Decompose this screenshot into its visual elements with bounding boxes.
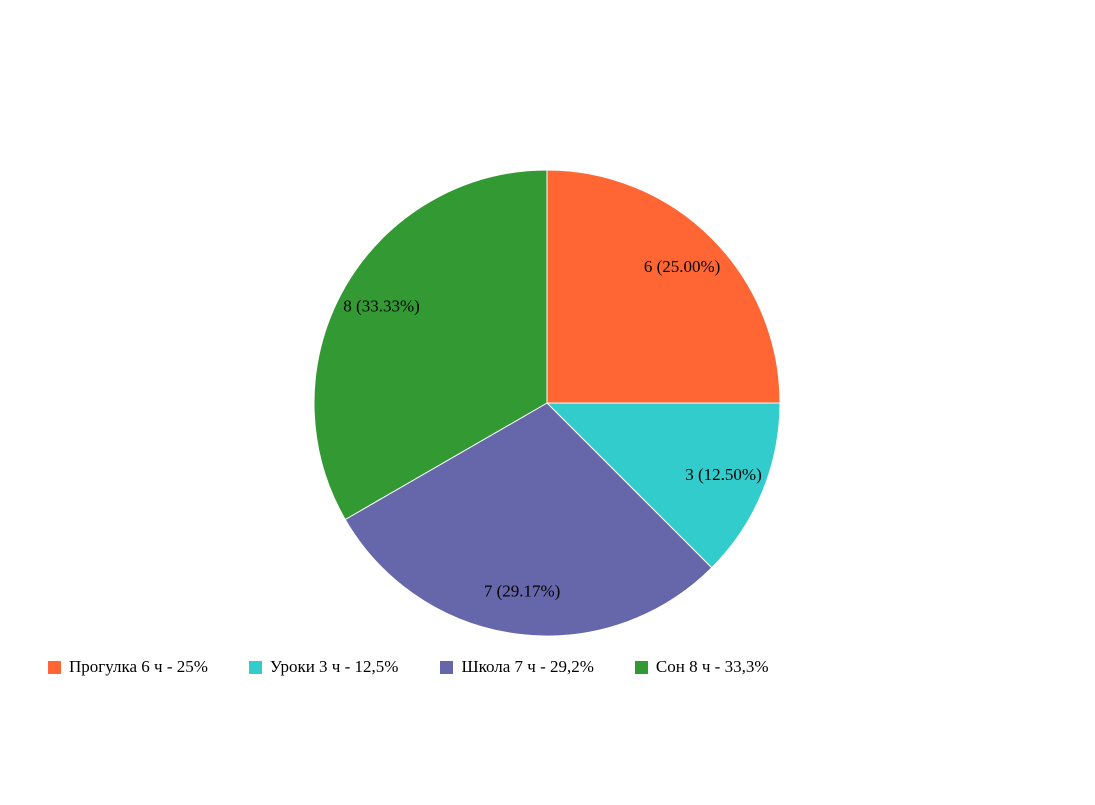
legend-swatch xyxy=(48,660,61,674)
data-label-progulka: 6 (25.00%) xyxy=(644,257,720,276)
slice-son[interactable] xyxy=(313,169,548,521)
pie-slices xyxy=(313,169,781,637)
legend-item-progulka[interactable]: Прогулка 6 ч - 25% xyxy=(48,657,208,677)
legend-label: Школа 7 ч - 29,2% xyxy=(461,657,594,676)
data-label-uroki: 3 (12.50%) xyxy=(685,465,761,484)
legend-label: Прогулка 6 ч - 25% xyxy=(69,657,208,676)
legend-swatch xyxy=(440,660,454,674)
legend-item-shkola[interactable]: Школа 7 ч - 29,2% xyxy=(440,657,594,677)
slice-progulka[interactable] xyxy=(546,169,781,404)
legend-swatch xyxy=(634,660,648,674)
slice-uroki[interactable] xyxy=(545,402,781,569)
legend: Прогулка 6 ч - 25% Уроки 3 ч - 12,5% Шко… xyxy=(48,657,809,677)
legend-item-uroki[interactable]: Уроки 3 ч - 12,5% xyxy=(248,657,399,677)
pie-data-labels: 6 (25.00%) 3 (12.50%) 7 (29.17%) 8 (33.3… xyxy=(343,257,761,601)
slice-shkola[interactable] xyxy=(344,402,713,637)
legend-swatch xyxy=(248,660,262,674)
data-label-son: 8 (33.33%) xyxy=(343,296,419,315)
legend-label: Уроки 3 ч - 12,5% xyxy=(269,657,399,676)
legend-item-son[interactable]: Сон 8 ч - 33,3% xyxy=(634,657,769,677)
legend-label: Сон 8 ч - 33,3% xyxy=(655,657,769,676)
data-label-shkola: 7 (29.17%) xyxy=(484,581,560,600)
